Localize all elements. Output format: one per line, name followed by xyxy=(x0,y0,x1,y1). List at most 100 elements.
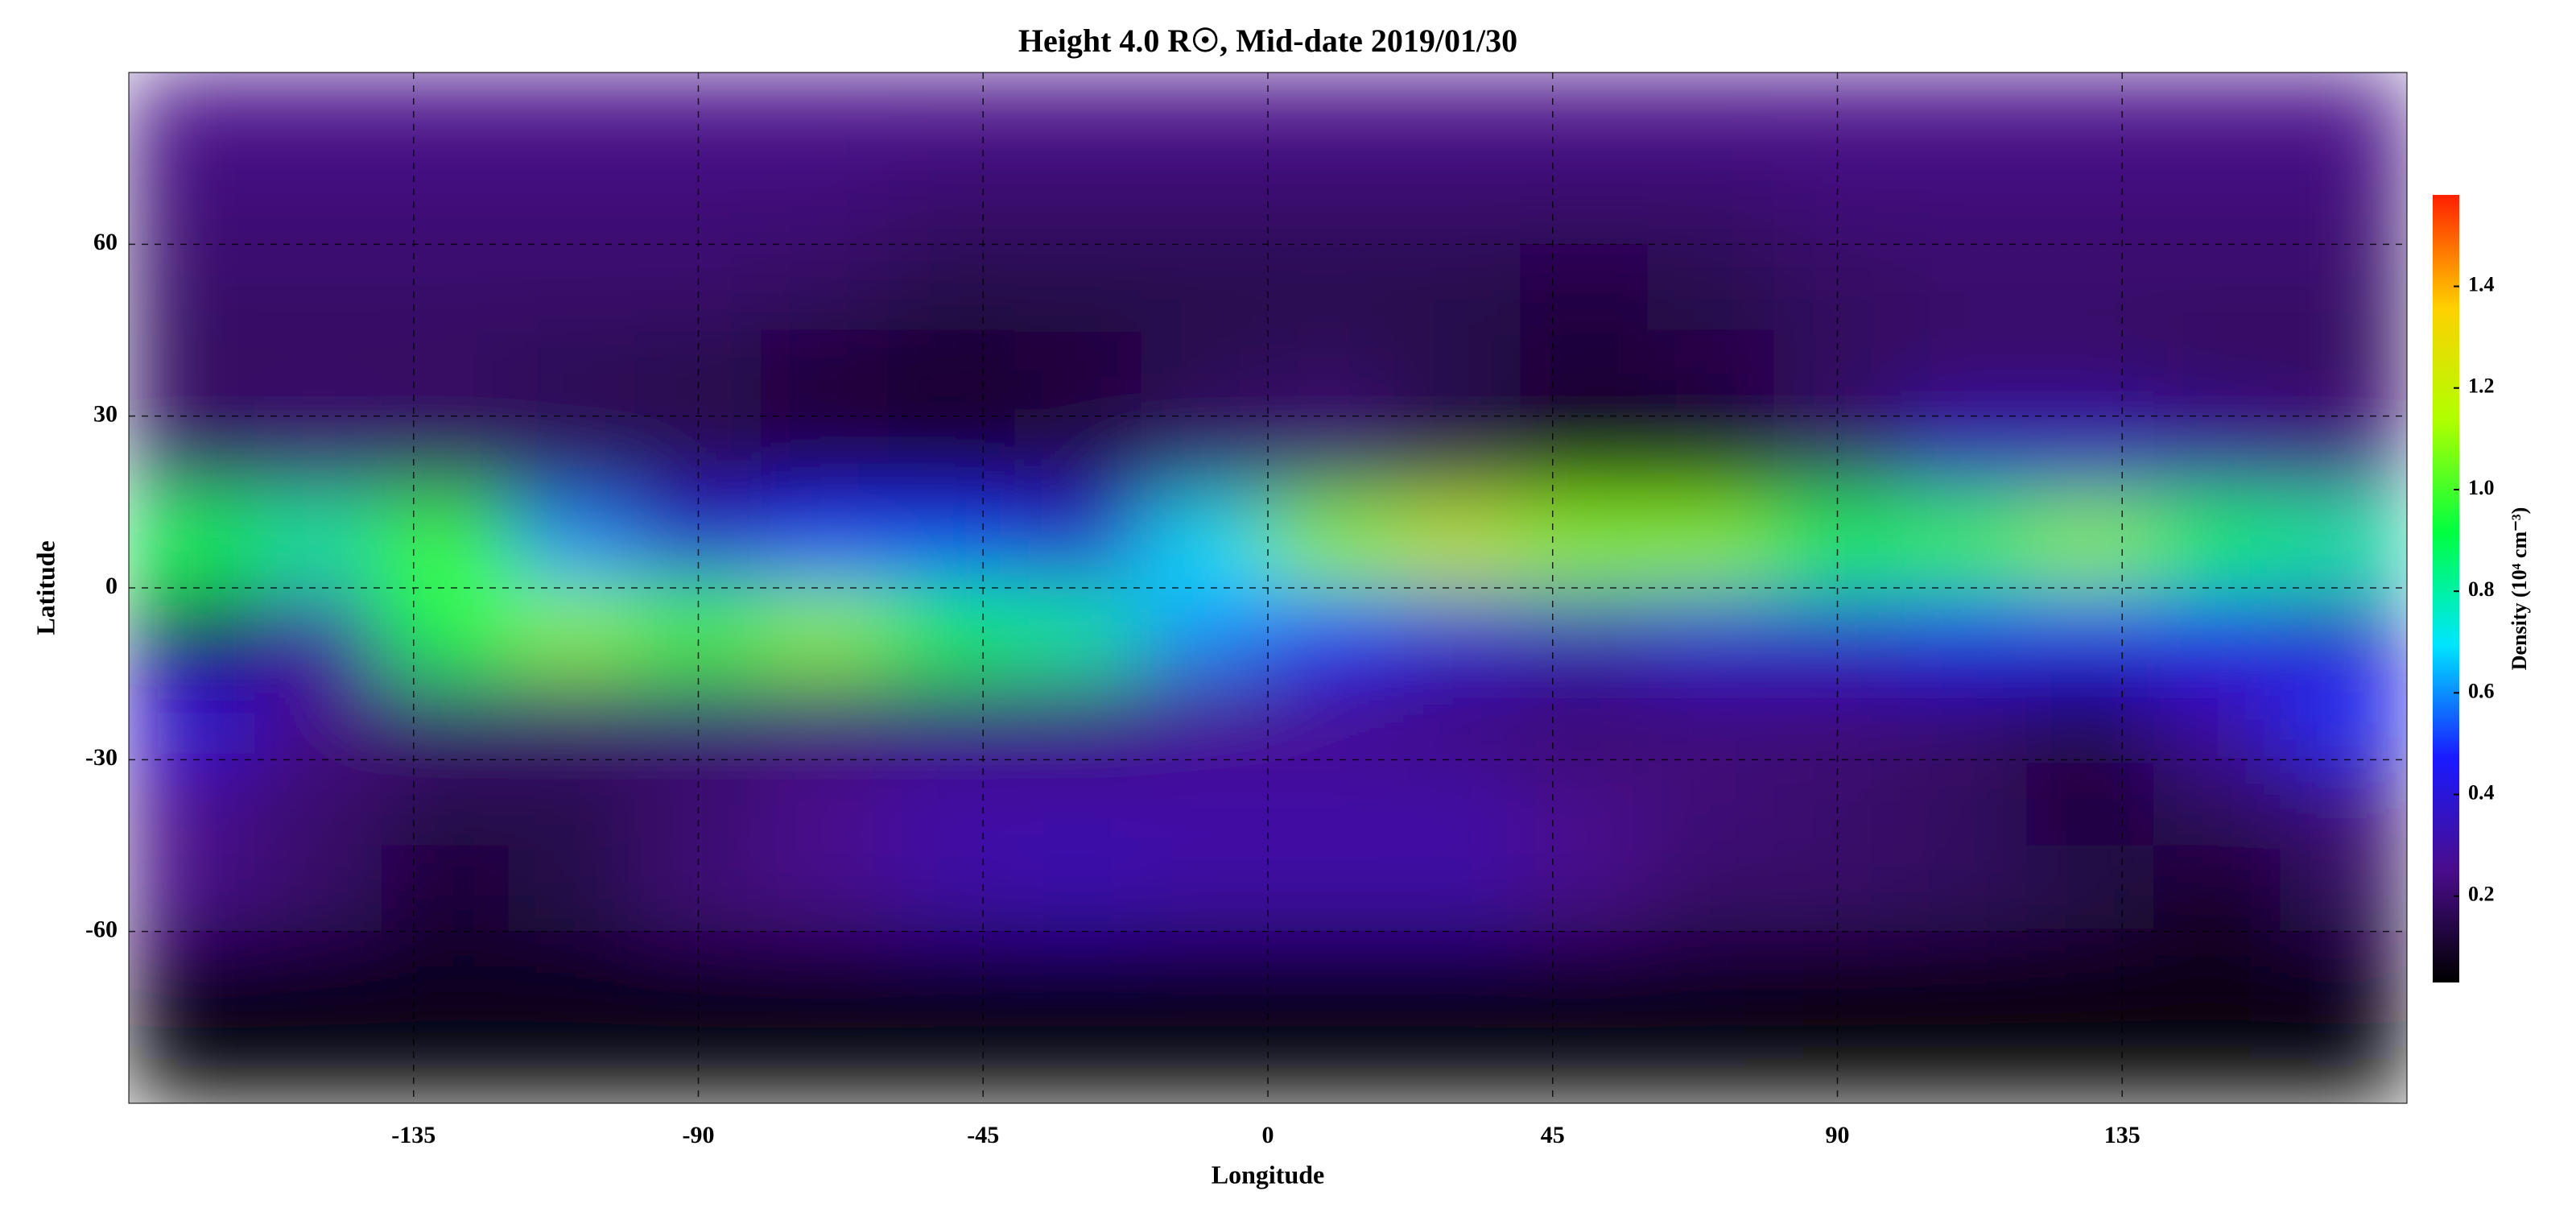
heat-cell xyxy=(1647,501,1775,589)
heat-cell xyxy=(254,1016,382,1103)
y-tick-label: -30 xyxy=(85,744,118,771)
heat-cell xyxy=(1267,158,1395,245)
x-tick-label: 135 xyxy=(2104,1122,2140,1148)
heat-cell xyxy=(381,329,510,417)
x-tick-label: 45 xyxy=(1541,1122,1565,1148)
heat-cell xyxy=(1393,759,1521,846)
heat-cell xyxy=(887,158,1016,245)
heat-cell xyxy=(1014,673,1142,760)
heat-cell xyxy=(761,759,889,846)
heat-cell xyxy=(761,1016,889,1103)
heat-cell xyxy=(381,243,510,331)
x-tick-label: 90 xyxy=(1826,1122,1850,1148)
heat-cell xyxy=(1267,931,1395,1018)
heat-cell xyxy=(887,243,1016,331)
heat-cell xyxy=(1900,243,2028,331)
plot-frame xyxy=(128,72,2408,1104)
heat-cell xyxy=(1647,587,1775,675)
y-tick-label: -60 xyxy=(85,916,118,943)
heat-cell xyxy=(381,845,510,933)
heat-cell xyxy=(1393,72,1521,159)
heat-cell xyxy=(2280,1016,2407,1103)
heat-cell xyxy=(1393,673,1521,760)
heat-cell xyxy=(1393,587,1521,675)
heat-cell xyxy=(1520,243,1649,331)
heat-cell xyxy=(508,501,636,589)
heat-cell xyxy=(2153,329,2281,417)
x-tick-label: -90 xyxy=(683,1122,715,1148)
heat-cell xyxy=(508,673,636,760)
heat-cell xyxy=(129,587,256,675)
heat-cell xyxy=(2026,1016,2155,1103)
heat-cell xyxy=(1014,1016,1142,1103)
heat-cell xyxy=(761,72,889,159)
heat-cell xyxy=(508,845,636,933)
heat-cell xyxy=(1014,243,1142,331)
heat-cell xyxy=(2026,673,2155,760)
heat-cell xyxy=(887,759,1016,846)
y-axis-label: Latitude xyxy=(31,540,60,635)
heat-cell xyxy=(1393,931,1521,1018)
heat-cell xyxy=(1014,329,1142,417)
heat-cell xyxy=(2153,759,2281,846)
colorbar-tick-label: 1.4 xyxy=(2468,273,2495,296)
heat-cell xyxy=(887,72,1016,159)
heat-cell xyxy=(761,158,889,245)
heat-cell xyxy=(2280,329,2407,417)
heat-cell xyxy=(1900,673,2028,760)
heat-cell xyxy=(2280,673,2407,760)
heat-cell xyxy=(129,845,256,933)
heat-cell xyxy=(1141,501,1269,589)
heat-cell xyxy=(508,243,636,331)
colorbar xyxy=(2433,195,2459,982)
heat-cell xyxy=(1647,243,1775,331)
heat-cell xyxy=(381,1016,510,1103)
plot-area xyxy=(129,72,2407,1103)
heat-cell xyxy=(1267,759,1395,846)
heat-cell xyxy=(1520,759,1649,846)
heat-cell xyxy=(129,416,256,503)
heat-cell xyxy=(129,158,256,245)
heat-cell xyxy=(381,759,510,846)
heat-cell xyxy=(129,931,256,1018)
heat-cell xyxy=(508,587,636,675)
heat-cell xyxy=(1393,158,1521,245)
heat-cell xyxy=(254,72,382,159)
heat-cell xyxy=(1900,158,2028,245)
heat-cell xyxy=(1393,501,1521,589)
heat-cell xyxy=(1141,329,1269,417)
heat-cell xyxy=(2026,416,2155,503)
heat-cell xyxy=(761,501,889,589)
heat-cell xyxy=(1520,931,1649,1018)
heat-cell xyxy=(2153,587,2281,675)
heat-cell xyxy=(1647,931,1775,1018)
heat-cell xyxy=(1520,845,1649,933)
heat-cell xyxy=(1520,673,1649,760)
heat-cell xyxy=(508,1016,636,1103)
heat-cell xyxy=(129,1016,256,1103)
heat-cell xyxy=(761,673,889,760)
heat-cell xyxy=(254,759,382,846)
heat-cell xyxy=(2280,845,2407,933)
heat-cell xyxy=(129,329,256,417)
heat-cell xyxy=(1900,931,2028,1018)
heat-cell xyxy=(1141,759,1269,846)
heat-cell xyxy=(2153,72,2281,159)
heat-cell xyxy=(887,416,1016,503)
heat-cell xyxy=(1267,501,1395,589)
heat-cell xyxy=(1014,72,1142,159)
heat-cell xyxy=(887,845,1016,933)
heat-cell xyxy=(1393,243,1521,331)
heat-cell xyxy=(1393,416,1521,503)
overlay: -135 -90 -45 0 45 90 135 -60 -30 0 30 60 xyxy=(85,72,2407,1148)
heat-cell xyxy=(381,416,510,503)
heat-cell xyxy=(1141,673,1269,760)
heat-cell xyxy=(381,158,510,245)
heat-cell xyxy=(761,416,889,503)
heat-cell xyxy=(2153,501,2281,589)
heat-cell xyxy=(2153,673,2281,760)
x-tick-label: -45 xyxy=(967,1122,999,1148)
y-tick-label: 0 xyxy=(105,573,118,599)
heat-cell xyxy=(761,243,889,331)
